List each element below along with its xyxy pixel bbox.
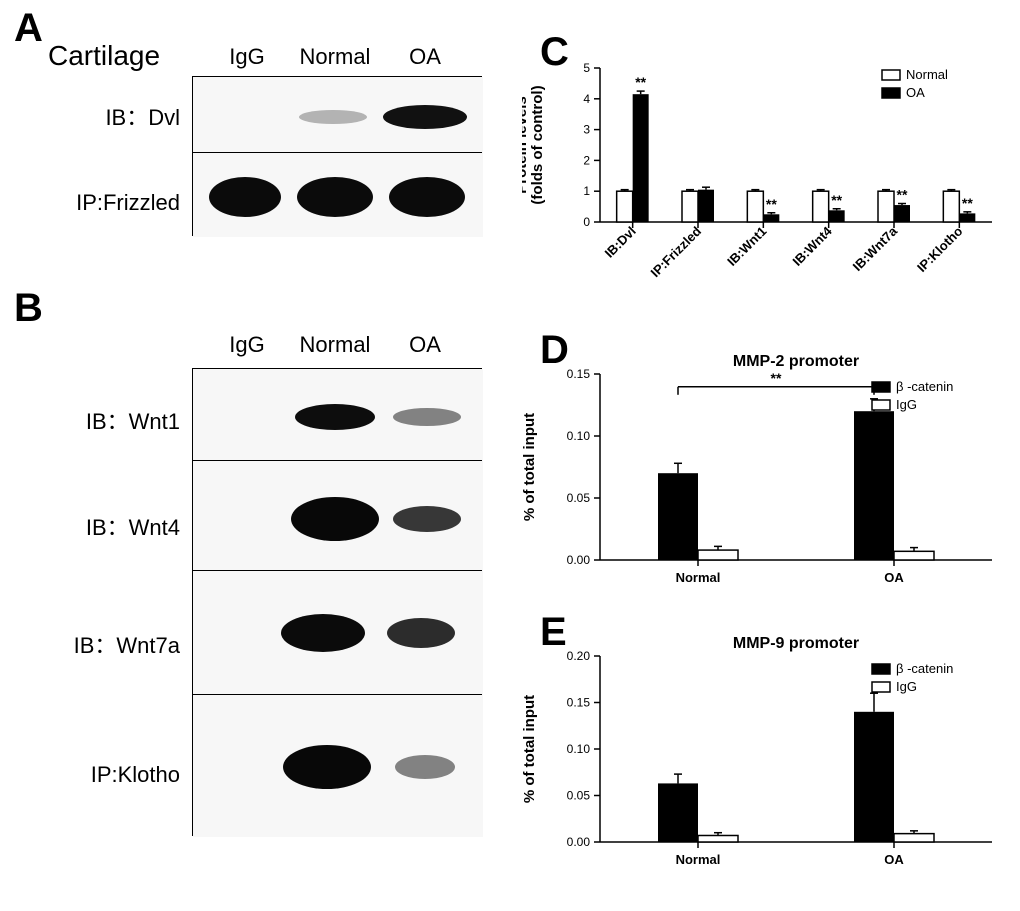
svg-text:4: 4: [583, 92, 590, 106]
svg-text:**: **: [766, 196, 777, 212]
svg-text:0.10: 0.10: [567, 742, 591, 756]
blot-wnt4: [192, 460, 482, 570]
chart-e: MMP-9 promoter 0.00 0.05 0.10 0.15 0.20 % of t…: [522, 622, 1002, 882]
svg-text:Normal: Normal: [676, 570, 721, 585]
col-oa-a: OA: [395, 44, 455, 70]
panel-a-label: A: [14, 6, 43, 51]
svg-text:0.05: 0.05: [567, 789, 591, 803]
cartilage-title: Cartilage: [48, 40, 160, 72]
svg-text:IB:Wnt1: IB:Wnt1: [724, 224, 769, 269]
svg-text:IB:Dvl: IB:Dvl: [602, 224, 639, 261]
svg-text:5: 5: [583, 61, 590, 75]
row-klotho: IP:Klotho: [40, 762, 180, 788]
col-igg-b: IgG: [217, 332, 277, 358]
svg-text:0.00: 0.00: [567, 553, 591, 567]
svg-text:IB:Wnt4: IB:Wnt4: [789, 223, 835, 269]
blot-wnt1: [192, 368, 482, 460]
svg-text:IB:Wnt7a: IB:Wnt7a: [850, 223, 901, 274]
col-normal-b: Normal: [290, 332, 380, 358]
col-igg-a: IgG: [217, 44, 277, 70]
svg-text:OA: OA: [884, 570, 904, 585]
svg-text:**: **: [771, 370, 782, 386]
svg-text:MMP-9 promoter: MMP-9 promoter: [733, 635, 859, 652]
blot-dvl: [192, 76, 482, 152]
svg-text:β -catenin: β -catenin: [896, 661, 953, 676]
svg-text:2: 2: [583, 153, 590, 167]
svg-text:3: 3: [583, 123, 590, 137]
svg-text:(folds of control): (folds of control): [529, 85, 546, 204]
chart-d: MMP-2 promoter 0.00 0.05 0.10 0.15 % of total…: [522, 340, 1002, 600]
blot-klotho: [192, 694, 482, 836]
svg-text:**: **: [962, 195, 973, 211]
chart-c: 012345Protein levels(folds of control)IB…: [522, 48, 1002, 308]
svg-text:% of total input: % of total input: [522, 695, 538, 803]
col-normal-a: Normal: [290, 44, 380, 70]
row-dvl: IB：Dvl: [40, 100, 180, 132]
svg-text:0.15: 0.15: [567, 696, 591, 710]
svg-text:0.15: 0.15: [567, 367, 591, 381]
panel-b-label: B: [14, 286, 43, 331]
blot-frizzled: [192, 152, 482, 236]
svg-text:0.10: 0.10: [567, 429, 591, 443]
svg-text:OA: OA: [884, 852, 904, 867]
svg-text:Normal: Normal: [906, 67, 948, 82]
row-frizzled: IP:Frizzled: [40, 190, 180, 216]
blot-wnt7a: [192, 570, 482, 694]
svg-text:IP:Frizzled: IP:Frizzled: [648, 223, 705, 280]
svg-text:Normal: Normal: [676, 852, 721, 867]
svg-text:1: 1: [583, 184, 590, 198]
svg-text:IP:Klotho: IP:Klotho: [914, 223, 965, 274]
svg-text:**: **: [831, 192, 842, 208]
svg-text:**: **: [635, 74, 646, 90]
svg-text:MMP-2 promoter: MMP-2 promoter: [733, 353, 859, 370]
row-wnt7a: IB：Wnt7a: [40, 628, 180, 660]
svg-text:β -catenin: β -catenin: [896, 379, 953, 394]
svg-text:% of total input: % of total input: [522, 413, 538, 521]
svg-text:0.00: 0.00: [567, 835, 591, 849]
row-wnt4: IB：Wnt4: [40, 510, 180, 542]
svg-text:**: **: [897, 187, 908, 203]
svg-text:IgG: IgG: [896, 679, 917, 694]
row-wnt1: IB：Wnt1: [40, 404, 180, 436]
svg-text:OA: OA: [906, 85, 925, 100]
svg-text:0.20: 0.20: [567, 649, 591, 663]
svg-text:0: 0: [583, 215, 590, 229]
svg-text:IgG: IgG: [896, 397, 917, 412]
svg-text:0.05: 0.05: [567, 491, 591, 505]
col-oa-b: OA: [395, 332, 455, 358]
